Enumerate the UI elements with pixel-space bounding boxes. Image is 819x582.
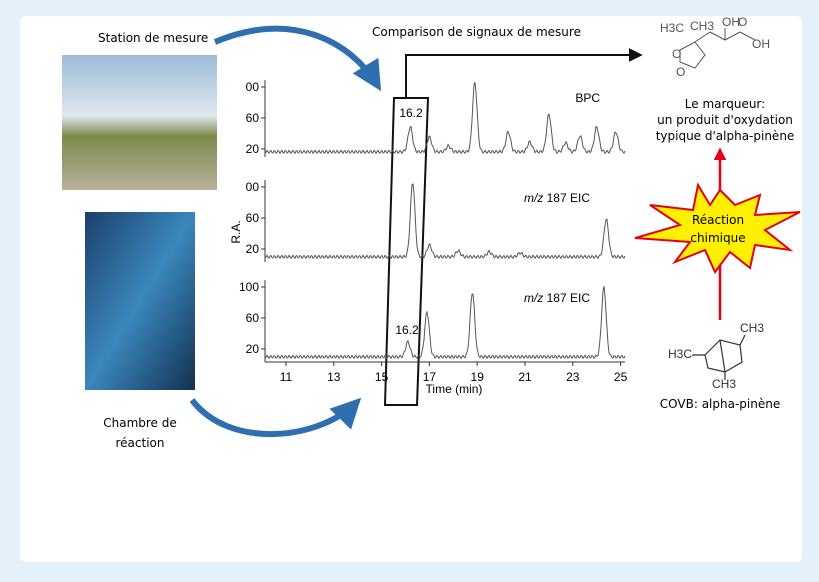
x-axis-label: Time (min) (426, 382, 483, 396)
y-tick-label: 60 (246, 211, 260, 225)
y-tick-label: 100 (239, 280, 259, 294)
chromatogram: 00 60 20 BPC 16.2 00 60 20 m/z 187 EIC 100 60 20 m/z… (229, 80, 628, 396)
chamber-photo (85, 212, 195, 390)
y-tick-label: 20 (246, 242, 260, 256)
peak-label: 16.2 (399, 106, 423, 120)
chamber-label: Chambre de (103, 416, 177, 430)
atom: O (672, 47, 681, 61)
reaction-label: Réaction (692, 213, 744, 227)
comparison-label: Comparison de signaux de mesure (372, 25, 581, 39)
trace (264, 183, 626, 260)
atom: CH3 (740, 321, 764, 335)
panel-label: m/z 187 EIC (524, 191, 590, 205)
x-tick-label: 25 (614, 370, 628, 384)
y-tick-label: 60 (246, 311, 260, 325)
chamber-label: réaction (116, 436, 165, 450)
x-tick-label: 11 (280, 370, 293, 384)
y-tick-label: 20 (246, 342, 260, 356)
highlight-box (383, 97, 430, 406)
y-axis-label: R.A. (229, 220, 243, 243)
panel-label-italic: m/z (524, 291, 543, 305)
x-tick-label: 21 (518, 370, 532, 384)
panel-label-italic: m/z (524, 191, 543, 205)
panel-label: BPC (575, 91, 600, 105)
station-label: Station de mesure (98, 31, 208, 45)
y-tick-label: 20 (246, 142, 260, 156)
x-tick-label: 15 (375, 370, 389, 384)
x-tick-label: 23 (566, 370, 580, 384)
atom: O (676, 65, 685, 79)
atom: H3C (668, 347, 692, 361)
panel-label-text: 187 EIC (543, 191, 590, 205)
y-tick-label: 60 (246, 111, 260, 125)
atom: CH3 (712, 377, 736, 391)
arrow (405, 48, 643, 98)
marker-label: Le marqueur: (685, 97, 765, 111)
curved-arrow (189, 397, 362, 438)
panel-label-text: 187 EIC (543, 291, 590, 305)
y-tick-label: 00 (246, 80, 260, 94)
peak-label: 16.2 (395, 323, 419, 337)
trace (264, 82, 626, 155)
marker-label: typique d'alpha-pinène (656, 129, 795, 143)
panel-label-text: BPC (575, 91, 600, 105)
starburst (634, 182, 801, 274)
atom: CH3 (690, 19, 714, 33)
panel-label: m/z 187 EIC (524, 291, 590, 305)
x-tick-label: 17 (423, 370, 437, 384)
curved-arrow (213, 25, 382, 92)
pinene-structure (692, 334, 746, 380)
atom: OH (722, 15, 740, 29)
atom: H3C (660, 21, 684, 35)
atom: OH (752, 37, 770, 51)
station-photo (62, 55, 217, 190)
trace (264, 286, 626, 360)
x-tick-label: 13 (327, 370, 341, 384)
x-tick-label: 19 (471, 370, 485, 384)
marker-structure (679, 28, 756, 69)
marker-label: un produit d'oxydation (657, 113, 793, 127)
reaction-label: chimique (690, 231, 745, 245)
atom: O (738, 15, 747, 29)
covb-label: COVB: alpha-pinène (660, 397, 780, 411)
y-tick-label: 00 (246, 180, 260, 194)
